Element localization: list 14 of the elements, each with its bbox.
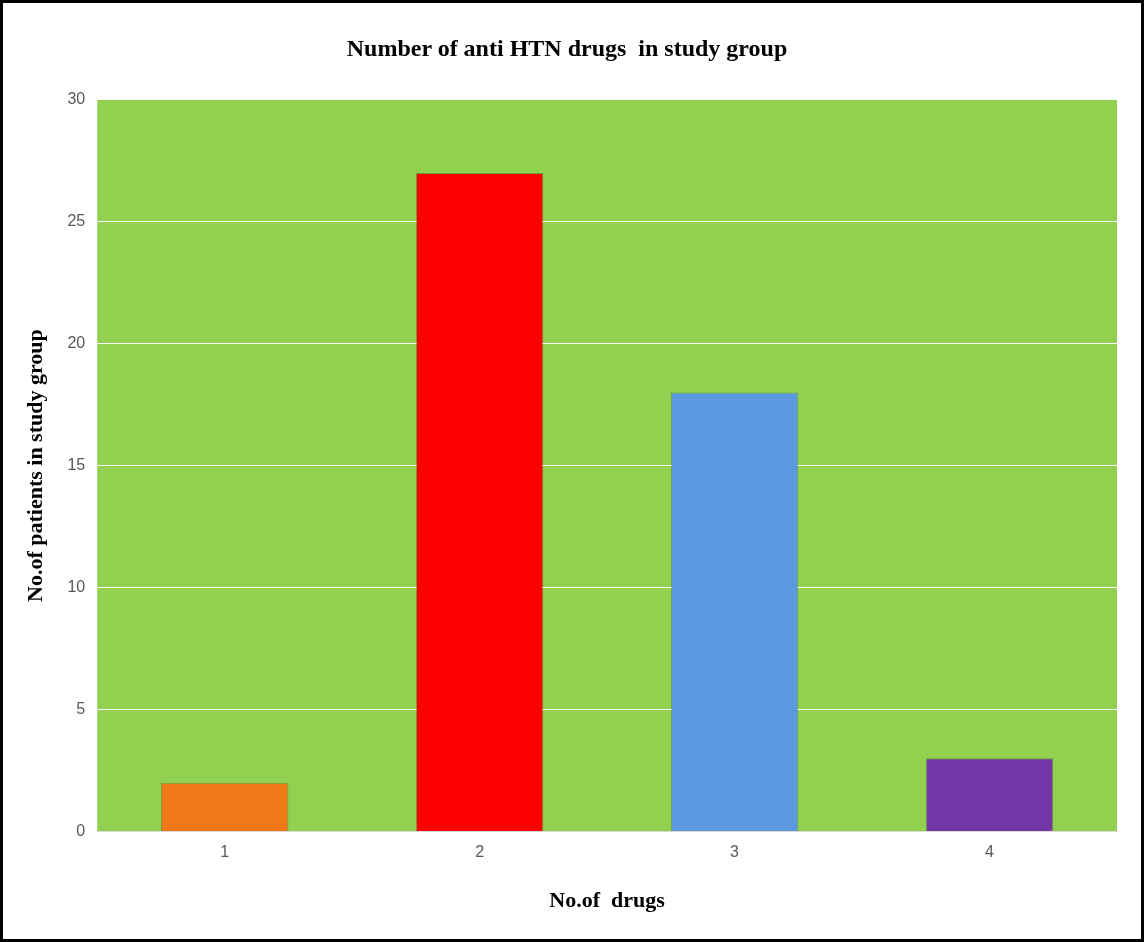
y-tick-label: 30 (67, 90, 86, 108)
x-tick-label: 2 (475, 843, 485, 861)
chart-title: Number of anti HTN drugs in study group (346, 34, 788, 61)
y-tick-label: 5 (76, 699, 86, 717)
x-axis-title: No.of drugs (549, 887, 666, 913)
y-tick-label: 25 (67, 212, 86, 230)
y-tick-label: 10 (67, 577, 86, 595)
y-axis-title: No.of patients in study group (21, 329, 47, 603)
y-tick-label: 0 (76, 821, 86, 839)
y-tick-label: 20 (67, 334, 86, 352)
x-tick-label: 1 (220, 843, 230, 861)
y-tick-label: 15 (67, 456, 86, 474)
x-tick-label: 4 (985, 843, 995, 861)
x-tick-label: 3 (730, 843, 740, 861)
